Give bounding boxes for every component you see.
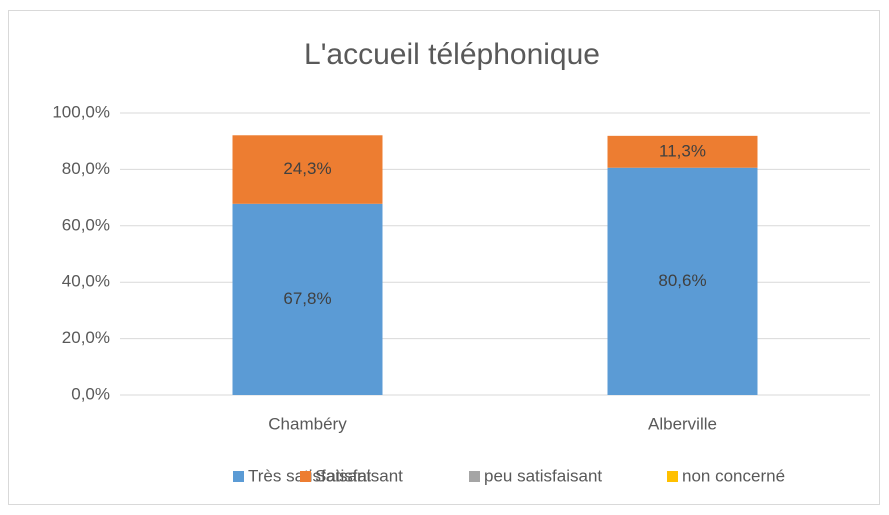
data-label: 80,6% [658,271,706,290]
y-tick-label: 80,0% [62,159,110,178]
bar-segment [232,203,383,395]
y-tick-label: 20,0% [62,328,110,347]
x-tick-label: Chambéry [268,414,347,433]
x-tick-label: Alberville [648,414,717,433]
legend-swatch [469,471,480,482]
data-label: 67,8% [283,289,331,308]
bar-segment [607,135,758,168]
legend-label: non concerné [682,466,785,485]
y-tick-label: 100,0% [52,102,110,121]
legend-swatch [300,471,311,482]
legend-swatch [667,471,678,482]
data-label: 11,3% [659,141,706,160]
data-label: 24,3% [283,159,331,178]
chart-title: L'accueil téléphonique [304,38,600,71]
y-tick-label: 40,0% [62,272,110,291]
bar-segment [607,167,758,395]
legend-label: Satisfaisant [315,466,403,485]
y-tick-label: 60,0% [62,215,110,234]
legend-label: peu satisfaisant [484,466,602,485]
y-tick-label: 0,0% [71,384,110,403]
legend-swatch [233,471,244,482]
bar-segment [232,135,383,204]
